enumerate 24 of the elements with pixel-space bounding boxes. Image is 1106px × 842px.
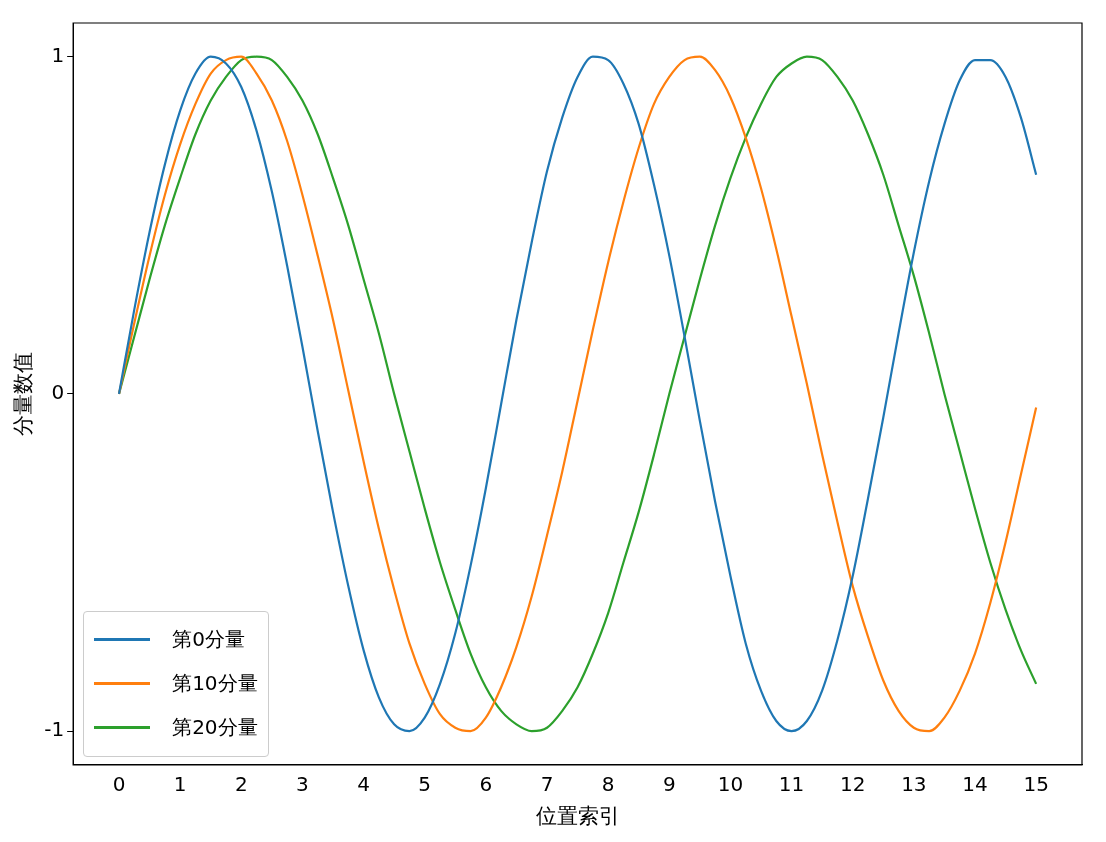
y-tick-label: -1 [44,717,65,742]
x-tick-label: 2 [234,772,248,796]
x-tick-label: 15 [1023,772,1049,796]
x-tick-label: 3 [296,772,309,796]
legend-label: 第0分量 [172,626,245,654]
x-tick-label: 8 [601,772,615,796]
y-tick-label: 0 [51,380,65,405]
legend-label: 第10分量 [172,670,258,698]
x-tick-label: 14 [962,772,988,796]
x-tick-label: 9 [662,772,676,796]
x-tick-label: 7 [540,772,554,796]
y-axis-title: 分量数值 [11,351,36,436]
x-axis-title: 位置索引 [535,803,620,828]
x-tick-label: 13 [901,772,927,796]
x-tick-label: 1 [173,772,187,796]
x-tick-label: 0 [112,772,126,796]
x-tick-label: 11 [778,772,805,796]
x-tick-label: 4 [357,772,370,796]
y-tick-label: 1 [51,42,65,67]
x-tick-label: 6 [479,772,493,796]
x-tick-label: 12 [839,772,866,796]
x-tick-label: 5 [418,772,432,796]
legend-label: 第20分量 [172,714,258,742]
x-tick-label: 10 [717,772,744,796]
